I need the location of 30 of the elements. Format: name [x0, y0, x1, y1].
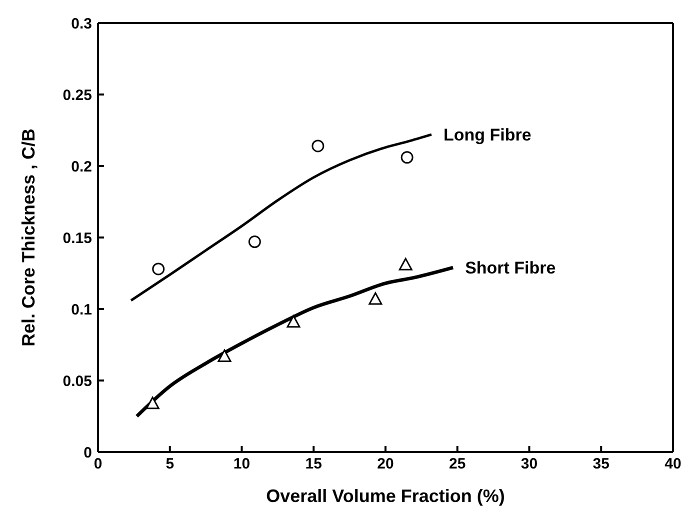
point [400, 151, 414, 164]
x-axis-title: Overall Volume Fraction (%) [266, 486, 505, 506]
y-axis-title: Rel. Core Thickness , C/B [18, 128, 38, 347]
line-series [130, 133, 433, 302]
point [398, 258, 412, 270]
series-label: Long Fibre [444, 126, 532, 145]
series-label: Short Fibre [465, 258, 556, 278]
y-tick-label: 0.05 [62, 372, 92, 390]
x-tick-label: 10 [233, 456, 250, 473]
y-tick-label: 0.2 [71, 158, 92, 176]
point [286, 315, 300, 328]
x-tick-label: 25 [449, 456, 466, 473]
x-tick-label: 35 [592, 456, 610, 473]
point [248, 236, 261, 248]
x-tick-label: 30 [520, 456, 538, 473]
y-tick-label: 0 [84, 444, 92, 462]
point [368, 292, 382, 305]
point [312, 140, 324, 152]
x-tick-label: 40 [664, 456, 682, 473]
y-tick-label: 0.15 [62, 230, 92, 247]
x-tick-label: 15 [305, 456, 322, 473]
line-series [135, 266, 455, 418]
point [146, 396, 160, 410]
x-tick-label: 5 [166, 456, 174, 473]
point [218, 349, 232, 362]
y-tick-label: 0.1 [71, 301, 92, 318]
x-tick-label: 20 [377, 456, 394, 473]
point [152, 262, 165, 276]
y-tick-label: 0.3 [71, 15, 92, 32]
y-tick-label: 0.25 [62, 86, 92, 104]
